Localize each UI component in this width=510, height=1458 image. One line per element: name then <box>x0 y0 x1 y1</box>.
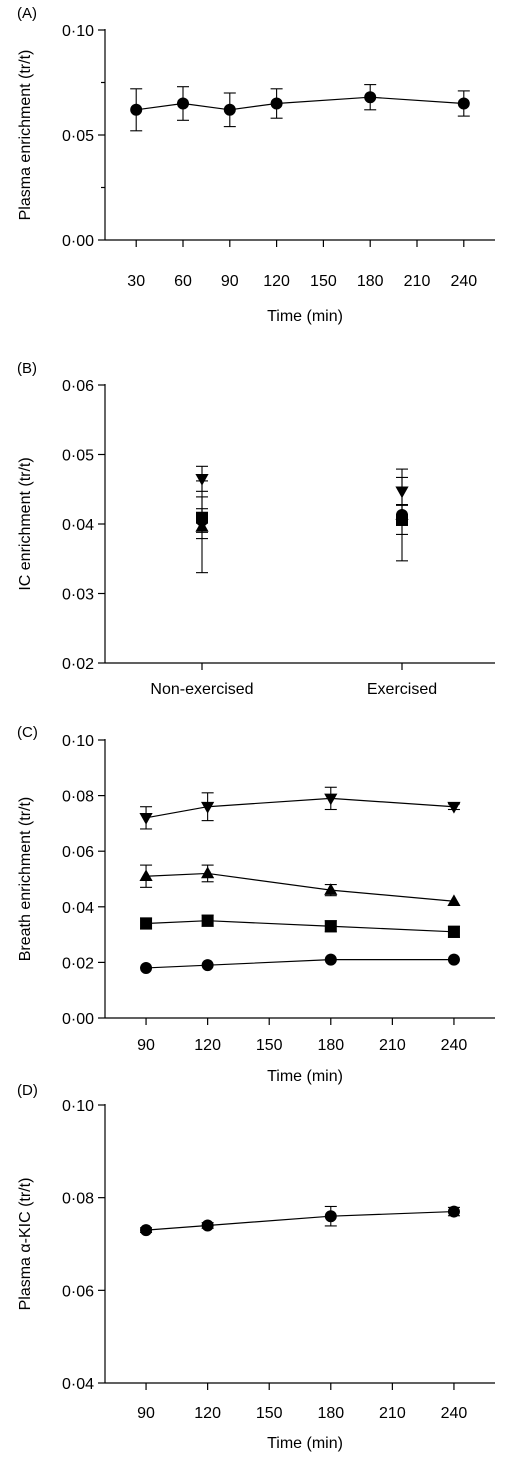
panel-c-xtick-label: 150 <box>256 1037 283 1054</box>
panel-d-ytick-label: 0·04 <box>62 1376 94 1393</box>
panel-d-series-0-line <box>146 1210 454 1231</box>
panel-a-xtick-label: 30 <box>127 273 145 290</box>
panel-d-x-title: Time (min) <box>267 1435 343 1452</box>
panel-a-xtick-label: 150 <box>310 273 337 290</box>
panel-c-series-1-point <box>139 869 153 882</box>
panel-b-ytick-label: 0·02 <box>62 656 94 673</box>
panel-c-series-3-point <box>324 953 337 966</box>
panel-a-ytick-label: 0·00 <box>62 233 94 250</box>
panel-a-y-title: Plasma enrichment (tr/t) <box>17 50 34 221</box>
panel-d-y-title: Plasma α-KIC (tr/t) <box>17 1178 34 1311</box>
panel-a-series-0-point <box>364 91 377 104</box>
panel-c-ytick-label: 0·10 <box>62 733 94 750</box>
panel-a-ytick-label: 0·10 <box>62 23 94 40</box>
panel-d-xtick-label: 90 <box>137 1405 155 1422</box>
panel-c-series-0-line <box>145 797 454 819</box>
panel-b-series-2-point <box>195 519 209 532</box>
panel-b-series-2-point <box>395 508 409 520</box>
panel-a-xtick-label: 180 <box>357 273 384 290</box>
panel-c-series-0-point <box>201 801 215 814</box>
panel-d-xtick-label: 180 <box>317 1405 344 1422</box>
panel-d-series-0-point <box>324 1210 337 1223</box>
panel-a-xtick-label: 120 <box>263 273 290 290</box>
panel-c-series-1-point <box>447 894 461 907</box>
panel-c-ytick-label: 0·06 <box>62 844 94 861</box>
panel-c-ytick-label: 0·08 <box>62 789 94 806</box>
panel-c-series-0-point <box>139 813 153 825</box>
panel-b-series-3-point <box>195 474 209 486</box>
panel-c-series-1-point <box>324 883 338 895</box>
panel-d-xtick-label: 120 <box>194 1405 221 1422</box>
panel-b-xtick-label: Exercised <box>367 681 437 698</box>
panel-a-x-title: Time (min) <box>267 308 343 325</box>
panel-c-letter: (C) <box>17 724 38 741</box>
panel-c-ytick-label: 0·04 <box>62 900 94 917</box>
panel-d-xtick-label: 210 <box>379 1405 406 1422</box>
panel-c-series-0-point <box>447 801 461 814</box>
panel-d-xtick-label: 150 <box>256 1405 283 1422</box>
panel-c-x-title: Time (min) <box>267 1068 343 1085</box>
panel-d-series-0-point <box>140 1224 153 1237</box>
panel-b-letter: (B) <box>17 360 37 377</box>
panel-c-series-3-point <box>447 953 460 966</box>
panel-c-xtick-label: 120 <box>194 1037 221 1054</box>
panel-c-series-3-point <box>140 961 153 974</box>
panel-d-series-0-point <box>447 1205 460 1218</box>
panel-d-series-0-point <box>201 1219 214 1232</box>
panel-c-xtick-label: 90 <box>137 1037 155 1054</box>
panel-c-series-1-point <box>201 866 215 879</box>
panel-c-series-2-point <box>324 920 337 933</box>
panel-c-series-0-point <box>324 793 338 806</box>
panel-a-series-0-point <box>457 97 470 110</box>
panel-c-series-2-point <box>201 914 214 927</box>
panel-a-series-0-line <box>136 96 464 111</box>
panel-a-series-0-point <box>130 103 143 116</box>
panel-b-xtick-label: Non-exercised <box>150 681 253 698</box>
panel-c-series-3-point <box>201 959 214 972</box>
panel-b-ytick-label: 0·06 <box>62 378 94 395</box>
panel-a-series-0-point <box>223 103 236 116</box>
panel-c-xtick-label: 180 <box>317 1037 344 1054</box>
panel-d-ytick-label: 0·10 <box>62 1098 94 1115</box>
panel-d-ytick-label: 0·06 <box>62 1283 94 1300</box>
panel-b-ytick-label: 0·05 <box>62 448 94 465</box>
panel-a-xtick-label: 210 <box>404 273 431 290</box>
panel-b-y-title: IC enrichment (tr/t) <box>17 457 34 590</box>
panel-a-letter: (A) <box>17 5 37 22</box>
panel-a-series-0-point <box>177 97 189 110</box>
panel-a-xtick-label: 60 <box>174 273 192 290</box>
panel-b-ytick-label: 0·04 <box>62 517 94 534</box>
panel-c-series-2-line <box>146 920 454 933</box>
panel-c-series-3-line <box>146 959 454 969</box>
panel-c-series-1-line <box>146 872 455 902</box>
panel-b-ytick-label: 0·03 <box>62 587 94 604</box>
panel-c-ytick-label: 0·02 <box>62 955 94 972</box>
panel-a-series-0-point <box>270 97 283 110</box>
panel-a-ytick-label: 0·05 <box>62 128 94 145</box>
panel-c-ytick-label: 0·00 <box>62 1011 94 1028</box>
panel-c-series-2-point <box>140 917 153 930</box>
panel-b-series-3-point <box>395 486 409 499</box>
panel-d-letter: (D) <box>17 1082 38 1099</box>
panel-c-xtick-label: 210 <box>379 1037 406 1054</box>
panel-c-xtick-label: 240 <box>441 1037 468 1054</box>
panel-a-xtick-label: 90 <box>221 273 239 290</box>
panel-d-xtick-label: 240 <box>441 1405 468 1422</box>
panel-c-series-2-point <box>447 925 460 938</box>
panel-a-xtick-label: 240 <box>450 273 477 290</box>
panel-d-ytick-label: 0·08 <box>62 1191 94 1208</box>
panel-c-y-title: Breath enrichment (tr/t) <box>17 797 34 962</box>
